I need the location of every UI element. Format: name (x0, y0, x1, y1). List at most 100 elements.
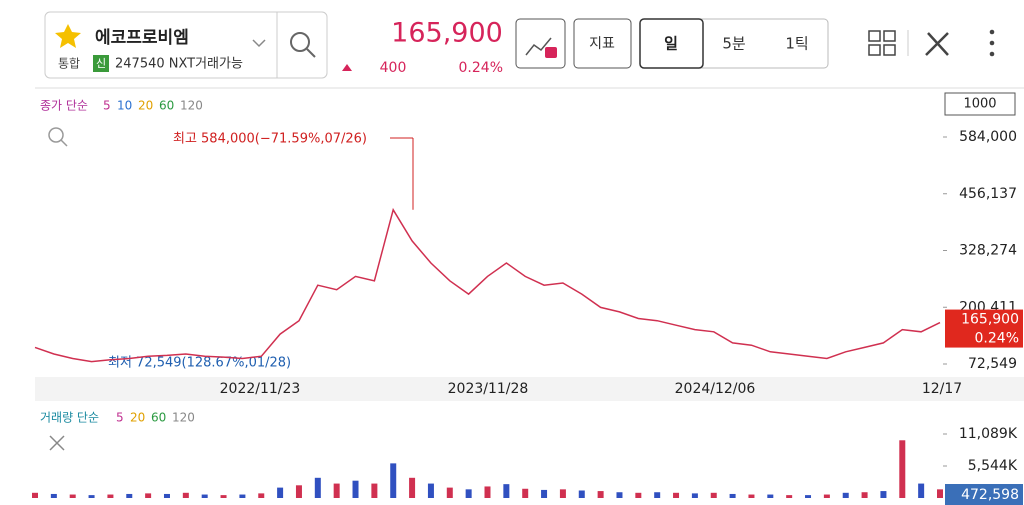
date-label: 2023/11/28 (448, 381, 529, 397)
price: 165,900 (391, 18, 503, 49)
y-tick-label: 456,137 (959, 186, 1017, 202)
volume-bar (446, 487, 453, 498)
volume-bar (409, 477, 416, 498)
code-info: 247540 NXT거래가능 (115, 57, 243, 72)
indicator-button[interactable] (573, 18, 632, 69)
volume-bar (126, 493, 133, 498)
stock-box[interactable] (44, 11, 328, 79)
volume-bar (691, 493, 698, 498)
legend-period: 10 (117, 99, 132, 113)
volume-bar (918, 483, 925, 498)
legend-period: 20 (138, 99, 153, 113)
y-tick-label: 72,549 (968, 356, 1017, 372)
more-icon[interactable] (989, 29, 995, 57)
volume-bar (314, 477, 321, 498)
volume-bar (729, 493, 736, 498)
volume-bar (805, 495, 812, 498)
period-label: 일 (664, 35, 678, 53)
volume-bar (484, 486, 491, 498)
volume-bar (333, 483, 340, 498)
favorite-star[interactable] (55, 24, 81, 48)
volume-bar (748, 494, 755, 498)
volume-bar (220, 495, 227, 498)
scale-label: 1000 (963, 97, 996, 112)
volume-bar (842, 492, 849, 498)
legend-period: 5 (116, 411, 124, 425)
indicator-label: 지표 (589, 36, 615, 52)
volume-bar (767, 494, 774, 498)
chart-icon (525, 37, 552, 56)
volume-bar (352, 480, 359, 498)
layout-icon[interactable] (868, 30, 896, 56)
date-axis (35, 377, 1024, 401)
volume-bar (182, 492, 189, 498)
volume-bar (258, 493, 265, 498)
legend-period: 120 (172, 411, 195, 425)
volume-bar (635, 492, 642, 498)
period-label[interactable]: 1틱 (785, 35, 808, 53)
volume-bar (107, 494, 114, 498)
volume-bar (32, 492, 38, 498)
volume-bar (427, 483, 434, 498)
volume-bar (201, 494, 208, 498)
date-label: 12/17 (922, 381, 962, 397)
volume-bar (597, 491, 604, 498)
y-tick-label: 11,089K (959, 426, 1018, 442)
volume-bar (880, 491, 887, 498)
tools-icon[interactable] (925, 32, 949, 56)
volume-bar (578, 490, 585, 498)
market-tag: 통합 (58, 57, 80, 71)
legend-period: 5 (103, 99, 111, 113)
search-icon-handle (306, 48, 316, 58)
current-price-box (945, 309, 1023, 348)
current-pct: 0.24% (975, 331, 1019, 347)
price-legend: 종가 단순 (40, 99, 88, 113)
legend-period: 120 (180, 99, 203, 113)
search-icon[interactable] (290, 32, 310, 52)
zoom-in-icon[interactable] (48, 127, 64, 143)
volume-bar (786, 495, 793, 498)
y-tick-label: 328,274 (959, 243, 1017, 259)
volume-bar (390, 463, 397, 498)
legend-period: 60 (159, 99, 174, 113)
volume-bar (239, 494, 246, 498)
volume-bar (277, 487, 284, 498)
current-price: 165,900 (961, 312, 1019, 328)
volume-bar (616, 492, 623, 498)
date-label: 2024/12/06 (675, 381, 756, 397)
volume-bar (503, 484, 510, 498)
high-label: 최고 584,000(−71.59%,07/26) (173, 132, 367, 147)
price-line (34, 207, 941, 363)
low-label: 최저 72,549(128.67%,01/28) (108, 356, 291, 371)
current-volume: 472,598 (961, 487, 1019, 503)
close-icon[interactable] (49, 435, 65, 451)
period-label[interactable]: 5분 (722, 35, 746, 53)
period-day[interactable] (639, 18, 704, 69)
volume-bar (50, 493, 57, 498)
legend-period: 20 (130, 411, 145, 425)
zoom-handle (60, 139, 68, 147)
volume-bar (88, 495, 95, 498)
date-label: 2022/11/23 (220, 381, 301, 397)
change: 400 (380, 60, 407, 76)
dropdown[interactable] (252, 39, 266, 48)
stock-name: 에코프로비엠 (95, 28, 189, 48)
volume-bar (673, 492, 680, 498)
volume-bar (465, 489, 472, 498)
volume-bar (823, 494, 830, 498)
scale-button[interactable] (944, 92, 1016, 116)
volume-bar (145, 493, 152, 498)
volume-bar (861, 492, 868, 498)
volume-bar (710, 492, 717, 498)
change-pct: 0.24% (459, 60, 503, 76)
volume-bar (654, 492, 661, 498)
volume-bar (522, 488, 529, 498)
y-tick-label: 5,544K (968, 458, 1018, 474)
volume-bar (371, 483, 378, 498)
credit-tag: 신 (96, 57, 106, 70)
credit-badge (93, 55, 109, 72)
play-icon (545, 47, 557, 58)
chart-type-button[interactable] (515, 18, 566, 69)
